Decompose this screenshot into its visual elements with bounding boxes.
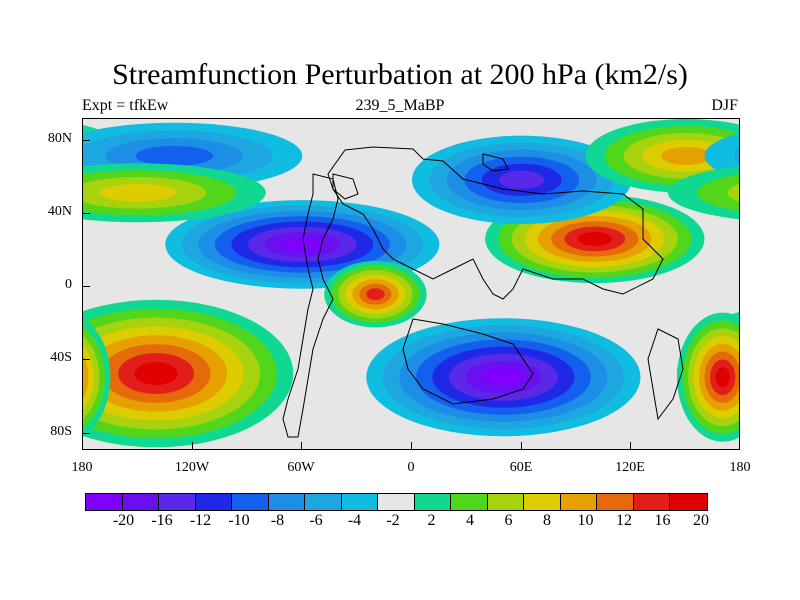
y-tick [82,140,90,141]
y-tick [82,433,90,434]
x-tick-label: 120W [174,460,210,475]
colorbar-swatch [560,494,597,510]
contour-band [135,145,214,166]
colorbar-swatch [122,494,159,510]
y-tick-label: 0 [65,277,72,292]
colorbar-swatch [305,494,342,510]
subtitle-season: DJF [711,97,738,114]
contour-band [83,345,94,410]
colorbar-swatch [414,494,451,510]
colorbar-label: -20 [112,512,135,529]
y-tick [82,286,90,287]
contour-band [280,237,324,252]
contour-band [715,367,730,388]
coastline [327,146,664,300]
colorbar-swatch [341,494,378,510]
y-tick-label: 80N [47,131,72,146]
colorbar-label: 4 [466,512,474,529]
colorbar-label: -12 [189,512,212,529]
contour-band [577,231,612,246]
x-tick-label: 180 [729,460,751,475]
colorbar-label: -8 [270,512,285,529]
colorbar-swatch [597,494,634,510]
x-tick-label: 120E [615,460,645,475]
y-tick-label: 80S [50,424,72,439]
contour-band [83,355,89,399]
x-tick-label: 0 [407,460,415,475]
colorbar-swatch [487,494,524,510]
colorbar-label: 16 [654,512,671,529]
colorbar-label: 20 [693,512,709,529]
y-tick [82,359,90,360]
colorbar-label: -4 [347,512,362,529]
colorbar-label: 10 [577,512,594,529]
map-plot-area [82,118,740,450]
chart-title: Streamfunction Perturbation at 200 hPa (… [112,58,688,91]
coastline [332,173,359,200]
colorbar-swatch [232,494,269,510]
colorbar-swatch [268,494,305,510]
contour-band [661,146,711,165]
colorbar-swatch [195,494,232,510]
colorbar-label: 8 [543,512,551,529]
colorbar-swatch [86,494,123,510]
colorbar-label: 12 [616,512,632,529]
streamfunction-map [83,119,739,449]
contour-band [499,170,545,190]
subtitle-experiment: Expt = tfkEw [82,97,169,114]
contour-band [134,361,178,386]
x-tick [301,442,302,450]
contour-band [366,288,385,301]
x-tick-label: 60E [509,460,533,475]
colorbar-label: -2 [386,512,400,529]
subtitle-case: 239_5_MaBP [355,97,445,114]
contour-band [697,174,739,212]
colorbar-swatch [524,494,561,510]
colorbar-label: 2 [427,512,436,529]
colorbar-label: -6 [309,512,323,529]
x-tick [521,442,522,450]
coastline [482,153,509,172]
x-tick [630,442,631,450]
x-tick [411,442,412,450]
coastline [402,318,534,405]
colorbar-swatch [633,494,670,510]
contour-band [99,183,177,202]
y-tick-label: 40N [47,204,72,219]
x-tick [192,442,193,450]
y-tick [82,213,90,214]
coastline [647,328,684,421]
x-tick-label: 180 [71,460,93,475]
contour-band [704,133,739,179]
colorbar-swatch [670,494,707,510]
colorbar-label: -16 [151,512,173,529]
x-tick-label: 60W [287,460,315,475]
coastline [282,173,339,438]
colorbar-swatch [378,494,415,510]
colorbar-swatch [159,494,196,510]
y-tick-label: 40S [50,350,72,365]
contour-band [481,367,525,387]
colorbar [85,493,708,511]
contour-band [727,183,739,202]
colorbar-label: -10 [228,512,250,529]
colorbar-swatch [451,494,488,510]
contour-band [734,148,739,164]
colorbar-label: 6 [504,512,513,529]
